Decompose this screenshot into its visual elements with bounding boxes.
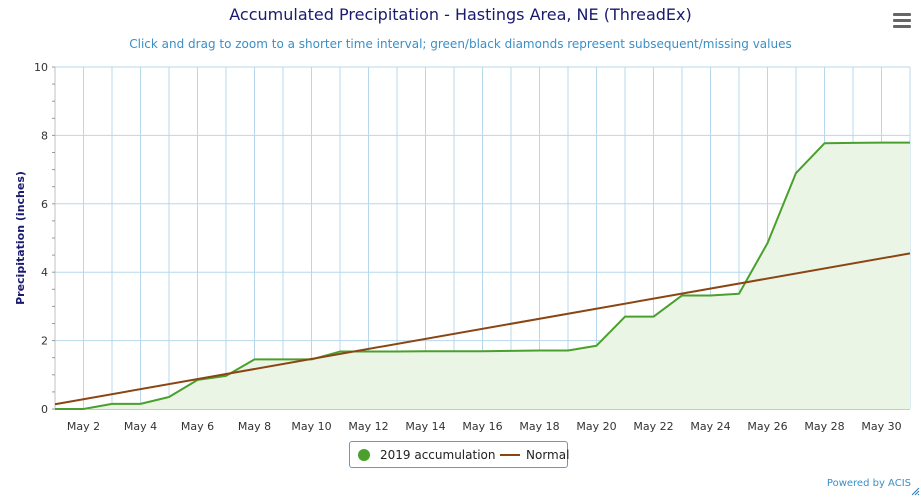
x-tick-label: May 20 <box>576 420 616 433</box>
y-tick-label: 0 <box>41 403 48 416</box>
circle-marker-icon <box>358 448 370 461</box>
legend-label: Normal <box>526 447 570 462</box>
area-fill-2019-accumulation <box>55 142 910 409</box>
x-tick-label: May 4 <box>124 420 157 433</box>
x-tick-label: May 8 <box>238 420 271 433</box>
x-tick-label: May 10 <box>291 420 331 433</box>
x-tick-label: May 26 <box>747 420 787 433</box>
legend-item-normal[interactable]: Normal <box>500 442 569 467</box>
series-line-normal[interactable] <box>54 252 911 406</box>
y-tick-label: 6 <box>41 198 48 211</box>
x-tick-label: May 16 <box>462 420 502 433</box>
y-tick-label: 2 <box>41 335 48 348</box>
credits-link[interactable]: Powered by ACIS <box>826 478 911 489</box>
x-tick-label: May 22 <box>633 420 673 433</box>
chart-subtitle: Click and drag to zoom to a shorter time… <box>129 37 792 51</box>
y-tick-label: 8 <box>41 129 48 142</box>
x-tick-label: May 24 <box>690 420 730 433</box>
chart-title: Accumulated Precipitation - Hastings Are… <box>229 5 692 24</box>
x-tick-label: May 18 <box>519 420 559 433</box>
line-marker-icon <box>500 453 520 456</box>
legend-item-2019-accumulation[interactable]: 2019 accumulation <box>358 442 495 467</box>
legend-label: 2019 accumulation <box>380 447 496 462</box>
resize-grip-icon[interactable] <box>911 487 920 496</box>
x-tick-label: May 28 <box>804 420 844 433</box>
legend: 2019 accumulation Normal <box>349 441 569 468</box>
x-tick-label: May 6 <box>181 420 214 433</box>
y-tick-label: 10 <box>34 61 48 74</box>
hamburger-menu-icon[interactable] <box>893 13 911 29</box>
y-axis-title: Precipitation (inches) <box>14 171 27 305</box>
x-tick-label: May 2 <box>67 420 100 433</box>
y-tick-label: 4 <box>41 266 48 279</box>
x-tick-label: May 30 <box>861 420 901 433</box>
x-tick-label: May 12 <box>348 420 388 433</box>
x-tick-label: May 14 <box>405 420 445 433</box>
